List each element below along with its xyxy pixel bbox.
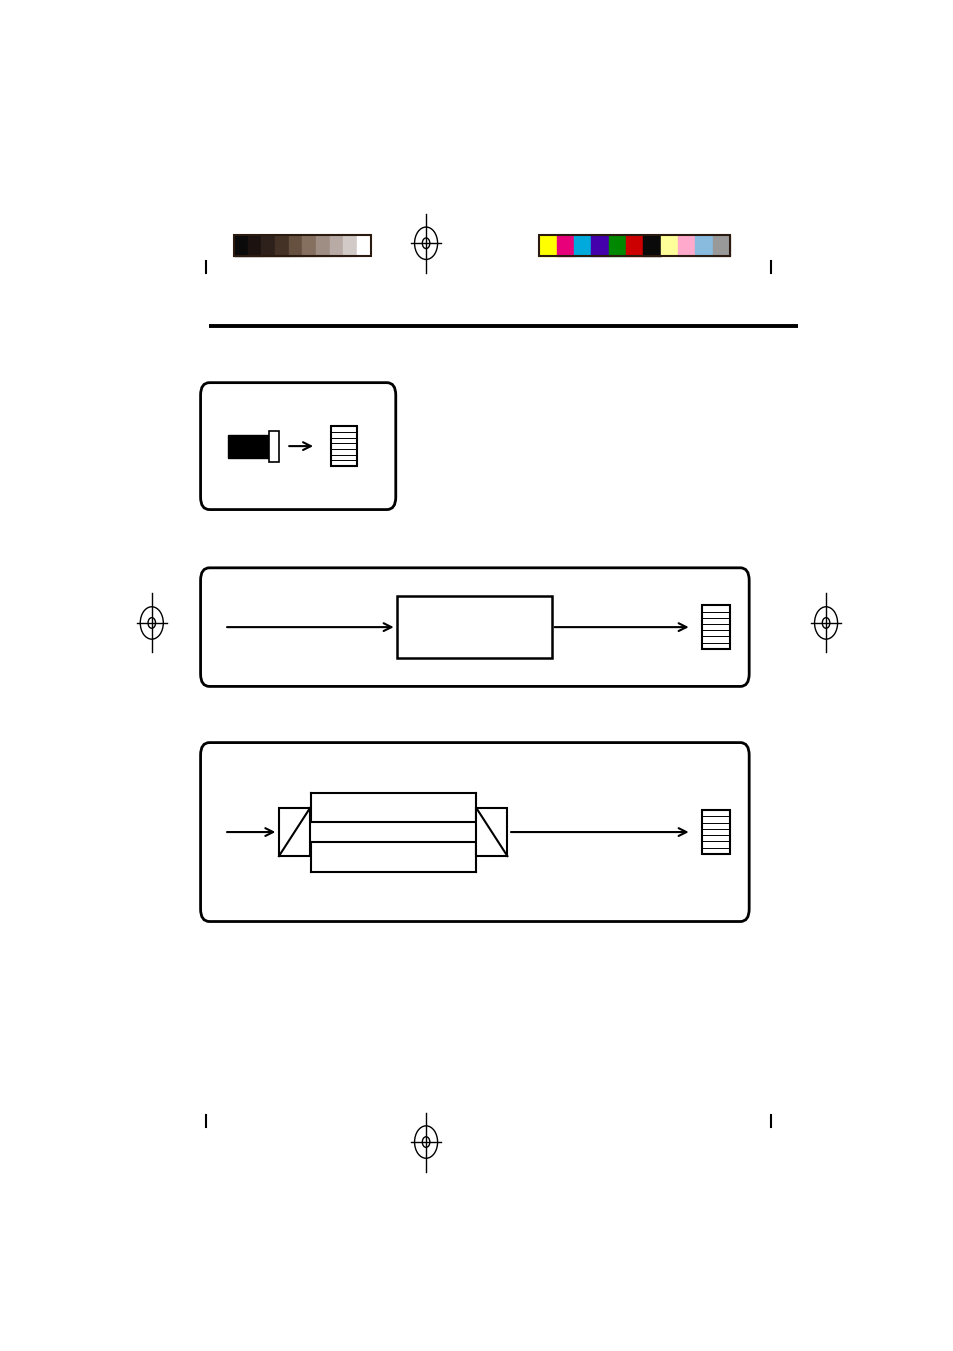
Bar xyxy=(261,235,274,255)
Bar xyxy=(331,427,356,466)
Bar xyxy=(315,235,329,255)
Bar xyxy=(269,431,278,462)
Bar xyxy=(247,235,261,255)
Bar xyxy=(701,605,729,648)
Bar xyxy=(712,235,729,255)
Bar xyxy=(343,235,356,255)
Bar xyxy=(556,235,574,255)
Bar xyxy=(608,235,625,255)
Bar xyxy=(274,235,288,255)
Bar xyxy=(591,235,608,255)
Bar xyxy=(538,235,556,255)
Bar xyxy=(356,235,370,255)
Bar xyxy=(233,235,370,255)
Bar xyxy=(396,596,551,658)
Bar xyxy=(228,435,269,458)
Bar xyxy=(329,235,343,255)
Bar xyxy=(678,235,695,255)
Bar xyxy=(278,808,310,857)
Bar xyxy=(288,235,302,255)
Bar xyxy=(302,235,315,255)
Bar xyxy=(625,235,642,255)
Bar xyxy=(476,808,507,857)
Bar xyxy=(695,235,712,255)
Bar xyxy=(701,811,729,854)
Bar xyxy=(659,235,678,255)
Bar xyxy=(574,235,591,255)
Bar xyxy=(233,235,247,255)
Bar xyxy=(538,235,729,255)
Bar xyxy=(642,235,659,255)
